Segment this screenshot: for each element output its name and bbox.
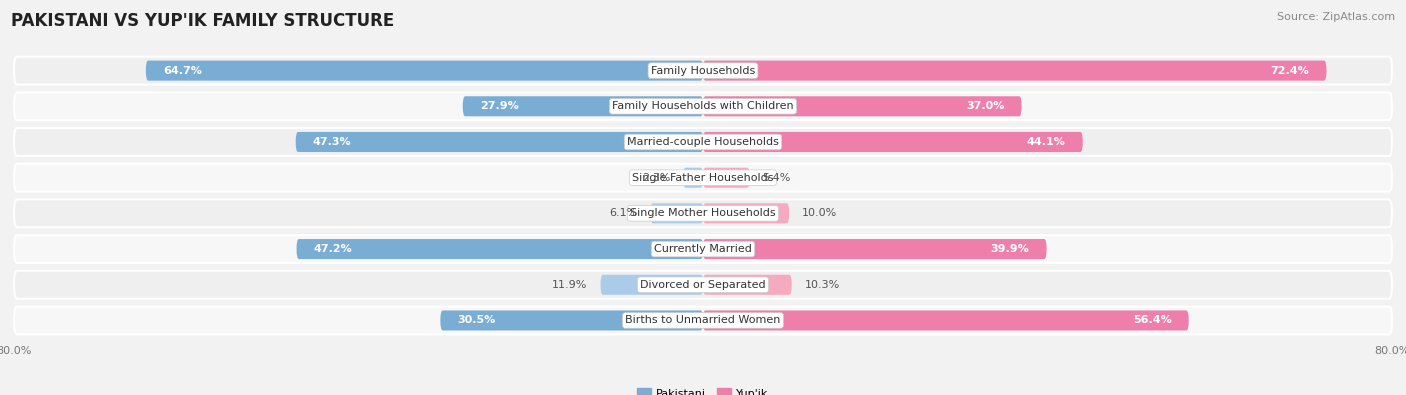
Text: Family Households: Family Households <box>651 66 755 75</box>
FancyBboxPatch shape <box>440 310 703 331</box>
Text: 47.3%: 47.3% <box>314 137 352 147</box>
FancyBboxPatch shape <box>14 271 1392 299</box>
Text: 2.3%: 2.3% <box>643 173 671 182</box>
FancyBboxPatch shape <box>703 239 1046 259</box>
FancyBboxPatch shape <box>146 60 703 81</box>
FancyBboxPatch shape <box>683 167 703 188</box>
FancyBboxPatch shape <box>600 275 703 295</box>
FancyBboxPatch shape <box>703 167 749 188</box>
FancyBboxPatch shape <box>703 60 1326 81</box>
Text: 56.4%: 56.4% <box>1133 316 1171 325</box>
Text: 30.5%: 30.5% <box>457 316 496 325</box>
FancyBboxPatch shape <box>463 96 703 116</box>
FancyBboxPatch shape <box>14 235 1392 263</box>
FancyBboxPatch shape <box>14 164 1392 192</box>
FancyBboxPatch shape <box>703 203 789 224</box>
FancyBboxPatch shape <box>703 275 792 295</box>
Text: 44.1%: 44.1% <box>1026 137 1066 147</box>
Legend: Pakistani, Yup'ik: Pakistani, Yup'ik <box>633 384 773 395</box>
Text: 39.9%: 39.9% <box>991 244 1029 254</box>
Text: 37.0%: 37.0% <box>966 101 1004 111</box>
Text: 10.3%: 10.3% <box>804 280 839 290</box>
Text: Divorced or Separated: Divorced or Separated <box>640 280 766 290</box>
Text: 5.4%: 5.4% <box>762 173 790 182</box>
Text: Births to Unmarried Women: Births to Unmarried Women <box>626 316 780 325</box>
Text: Source: ZipAtlas.com: Source: ZipAtlas.com <box>1277 12 1395 22</box>
FancyBboxPatch shape <box>703 96 1022 116</box>
FancyBboxPatch shape <box>703 310 1188 331</box>
Text: Married-couple Households: Married-couple Households <box>627 137 779 147</box>
Text: PAKISTANI VS YUP'IK FAMILY STRUCTURE: PAKISTANI VS YUP'IK FAMILY STRUCTURE <box>11 12 395 30</box>
FancyBboxPatch shape <box>14 92 1392 120</box>
Text: Single Mother Households: Single Mother Households <box>630 209 776 218</box>
FancyBboxPatch shape <box>703 132 1083 152</box>
Text: Family Households with Children: Family Households with Children <box>612 101 794 111</box>
Text: 10.0%: 10.0% <box>801 209 838 218</box>
FancyBboxPatch shape <box>651 203 703 224</box>
Text: Currently Married: Currently Married <box>654 244 752 254</box>
FancyBboxPatch shape <box>14 128 1392 156</box>
FancyBboxPatch shape <box>14 56 1392 85</box>
Text: 47.2%: 47.2% <box>314 244 353 254</box>
FancyBboxPatch shape <box>297 239 703 259</box>
FancyBboxPatch shape <box>14 307 1392 335</box>
Text: 11.9%: 11.9% <box>553 280 588 290</box>
FancyBboxPatch shape <box>295 132 703 152</box>
FancyBboxPatch shape <box>14 199 1392 227</box>
Text: 6.1%: 6.1% <box>609 209 637 218</box>
Text: 64.7%: 64.7% <box>163 66 202 75</box>
Text: 72.4%: 72.4% <box>1271 66 1309 75</box>
Text: Single Father Households: Single Father Households <box>633 173 773 182</box>
Text: 27.9%: 27.9% <box>479 101 519 111</box>
